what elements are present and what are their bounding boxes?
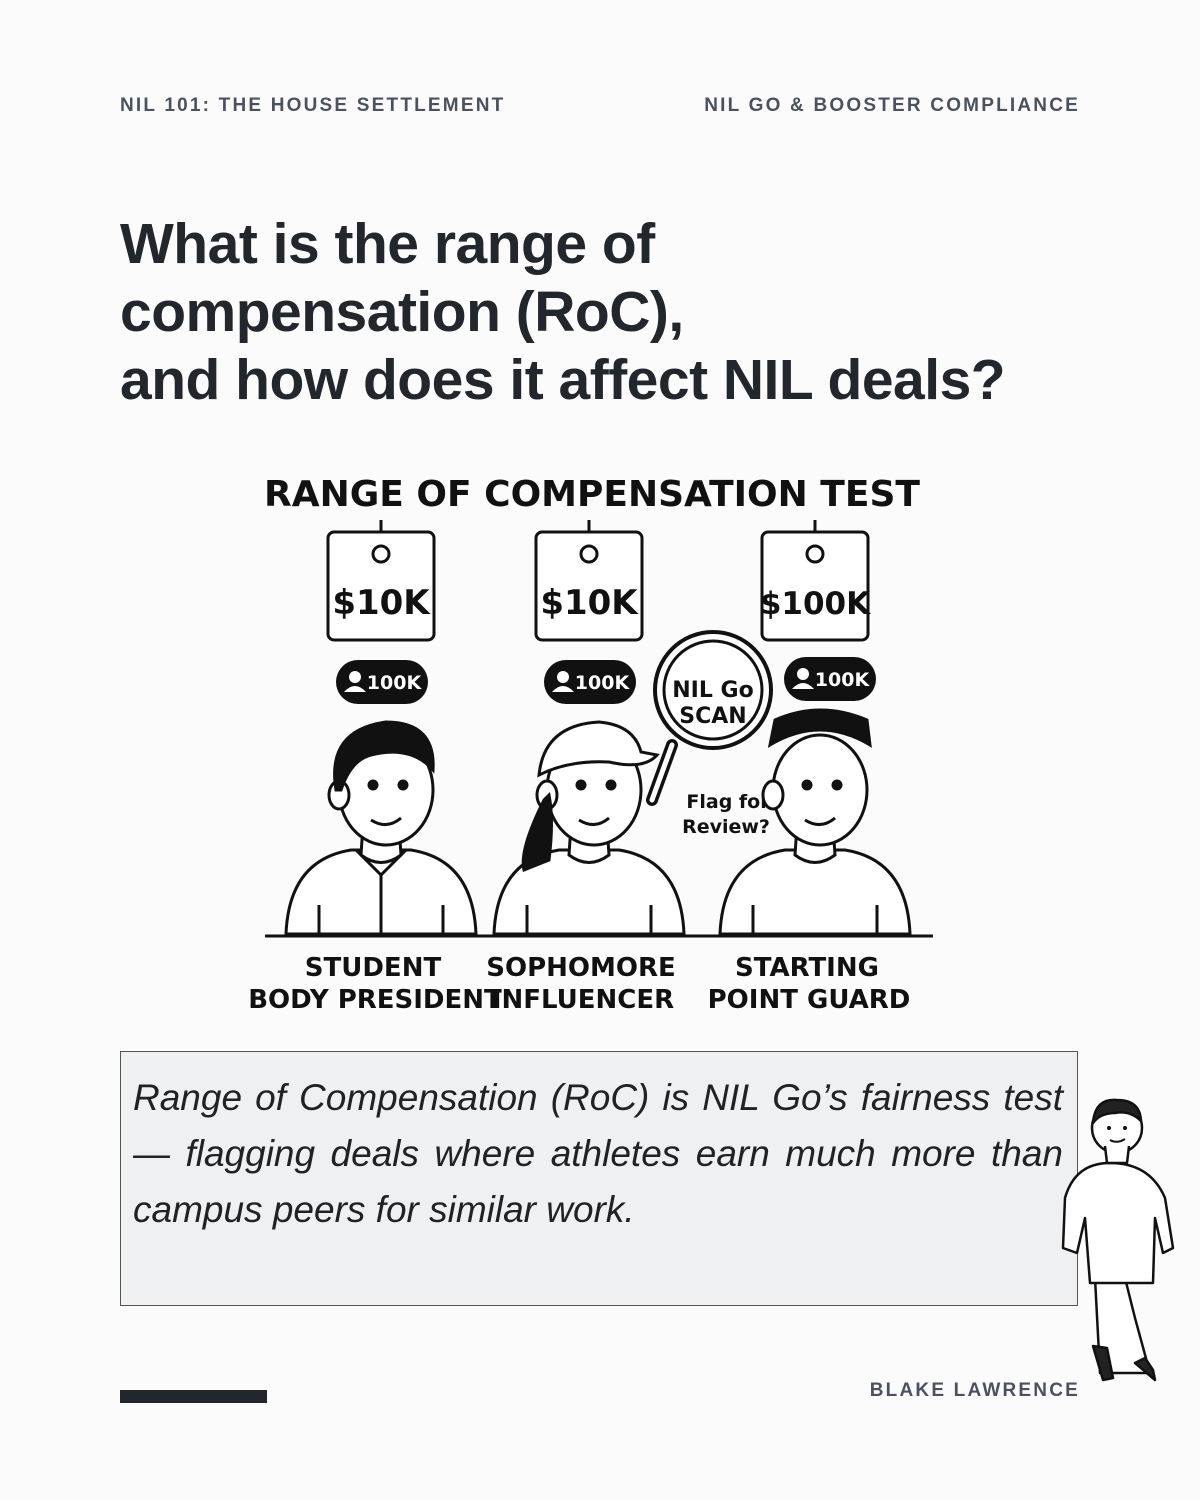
illustration-title: RANGE OF COMPENSATION TEST [264, 474, 920, 515]
follower-count: 100K [815, 669, 871, 691]
body [492, 848, 686, 936]
footer-bar [120, 1390, 267, 1403]
tag-hole [371, 544, 391, 564]
scan-label: NIL Go [672, 678, 753, 703]
eye [575, 779, 587, 791]
price-tag [534, 530, 644, 642]
price: $10K [540, 583, 639, 623]
hair [333, 720, 435, 792]
eye [801, 779, 813, 791]
author: BLAKE LAWRENCE [869, 1380, 1080, 1401]
price-tag [760, 530, 870, 642]
callout: Range of Compensation (RoC) is NIL Go’s … [120, 1051, 1078, 1306]
tag-hole [805, 544, 825, 564]
price-tag [326, 530, 436, 642]
magnifier [646, 630, 773, 806]
eye [605, 779, 617, 791]
ear [761, 779, 785, 811]
follower-icon [552, 686, 574, 692]
collar [354, 848, 408, 934]
author-figure [1061, 1098, 1175, 1382]
header-left: NIL 101: THE HOUSE SETTLEMENT [120, 95, 506, 116]
follower-count: 100K [367, 672, 423, 694]
person [284, 520, 478, 936]
price: $10K [332, 583, 431, 623]
callout-text: Range of Compensation (RoC) is NIL Go’s … [133, 1077, 1063, 1230]
follower-icon [349, 671, 361, 683]
person-label: STARTING [735, 953, 879, 983]
price: $100K [760, 586, 871, 622]
person-label: STUDENT [305, 953, 442, 983]
hair [521, 791, 553, 873]
title-line: What is the range of [120, 212, 655, 276]
flag-label: Flag for [686, 791, 770, 813]
header-right: NIL GO & BOOSTER COMPLIANCE [704, 95, 1080, 116]
eye [831, 779, 843, 791]
follower-pill [784, 657, 876, 701]
follower-pill [544, 660, 636, 704]
person-label: SOPHOMORE [486, 953, 676, 983]
person-label: BODY PRESIDENT [248, 985, 502, 1015]
cap [537, 720, 660, 778]
mouth [804, 816, 836, 826]
tag-hole [579, 544, 599, 564]
follower-count: 100K [575, 672, 631, 694]
person [492, 520, 686, 936]
eye [367, 779, 379, 791]
title: What is the range of compensation (RoC),… [120, 210, 1006, 414]
scan-label: SCAN [679, 704, 746, 729]
person-label: INFLUENCER [492, 985, 674, 1015]
head [771, 733, 869, 847]
title-line: and how does it affect NIL deals? [120, 348, 1006, 412]
follower-icon [344, 686, 366, 692]
follower-icon [797, 668, 809, 680]
follower-icon [792, 683, 814, 689]
person-label: POINT GUARD [708, 985, 911, 1015]
body [718, 848, 912, 936]
follower-pill [336, 660, 428, 704]
follower-icon [557, 671, 569, 683]
person [718, 520, 912, 936]
eye [397, 779, 409, 791]
headband [767, 708, 872, 749]
mouth [578, 816, 610, 826]
flag-label: Review? [682, 816, 770, 838]
title-line: compensation (RoC), [120, 280, 684, 344]
mouth [370, 816, 402, 826]
